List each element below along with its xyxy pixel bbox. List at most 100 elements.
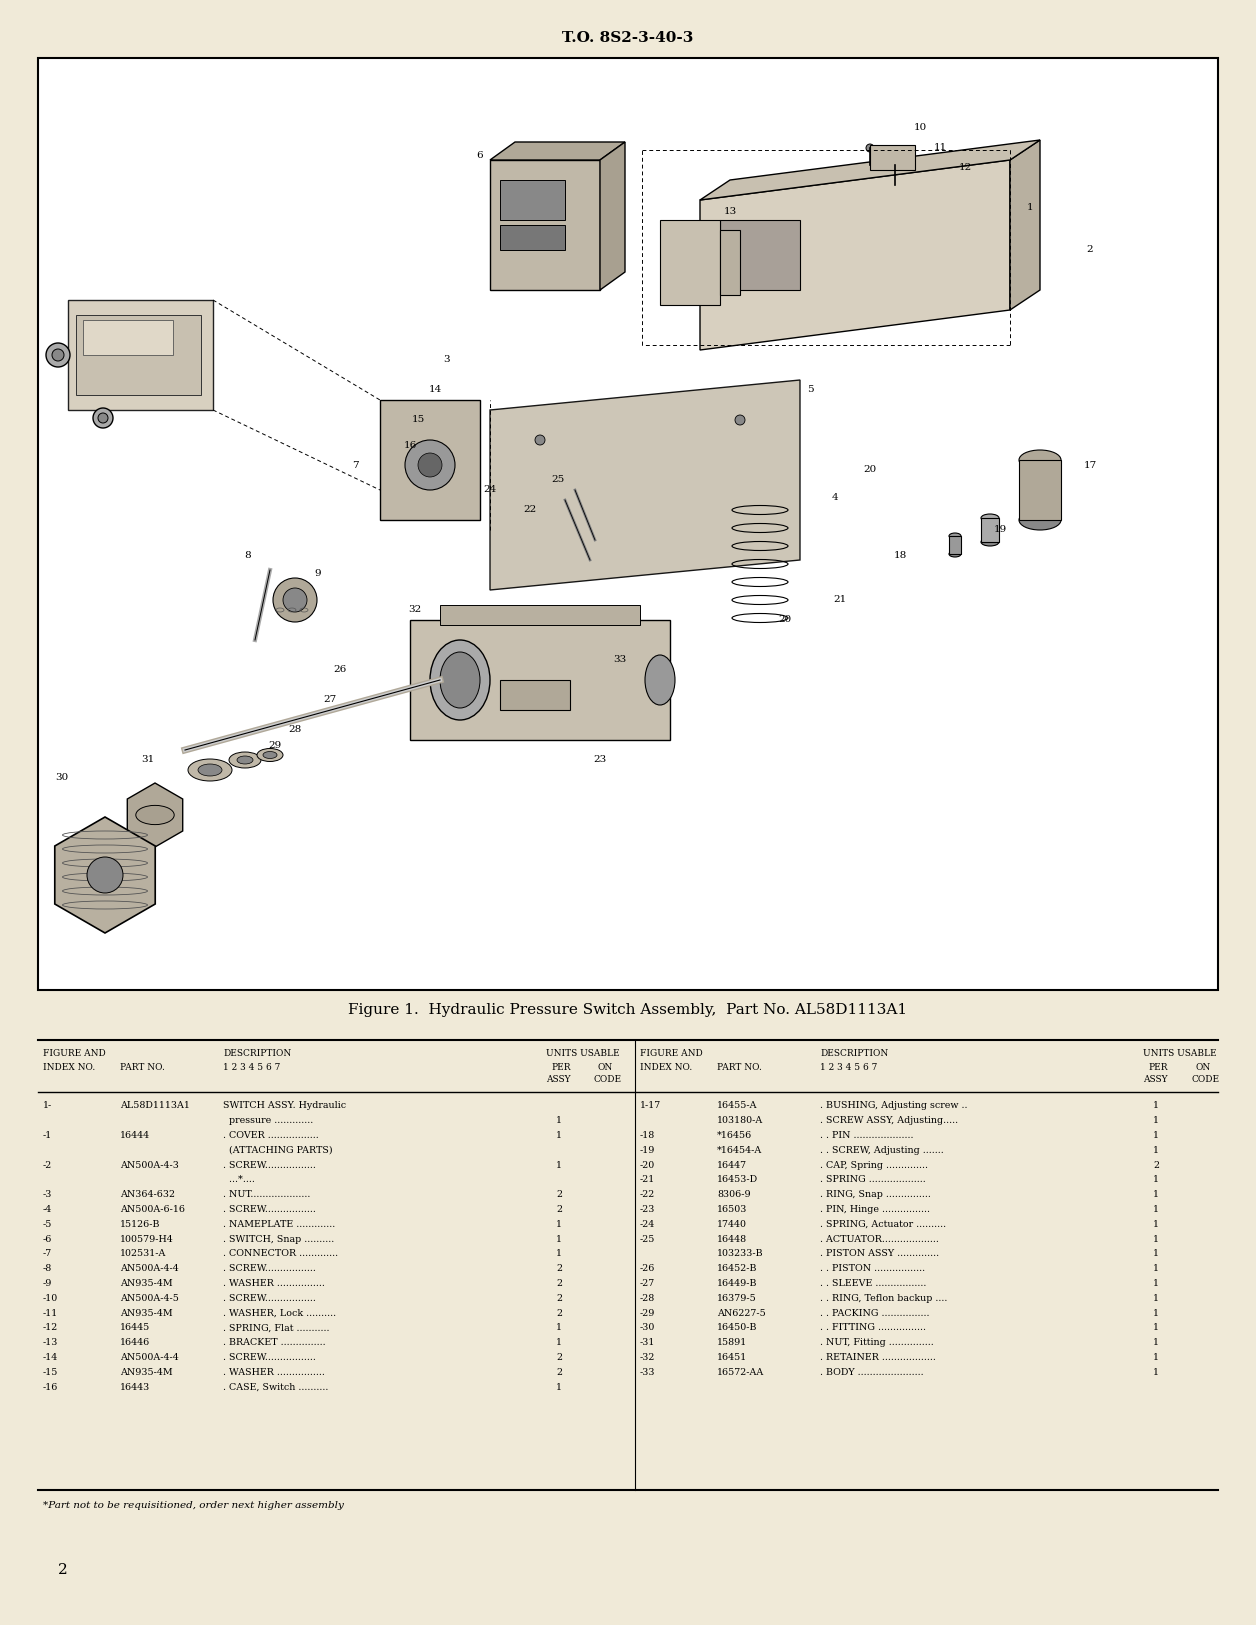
Ellipse shape <box>198 764 222 777</box>
Text: AN500A-4-3: AN500A-4-3 <box>121 1160 178 1170</box>
Text: AN500A-4-4: AN500A-4-4 <box>121 1264 178 1274</box>
Ellipse shape <box>257 749 283 762</box>
Text: . SPRING ...................: . SPRING ................... <box>820 1175 926 1185</box>
Text: . SCREW.................: . SCREW................. <box>224 1206 315 1214</box>
Bar <box>409 621 669 739</box>
Text: PER: PER <box>1148 1063 1168 1071</box>
Text: 1: 1 <box>556 1116 561 1124</box>
Text: -23: -23 <box>641 1206 656 1214</box>
Bar <box>981 518 999 543</box>
Text: -5: -5 <box>43 1220 53 1228</box>
Text: 16453-D: 16453-D <box>717 1175 759 1185</box>
Text: -30: -30 <box>641 1323 656 1332</box>
Text: 14: 14 <box>428 385 442 395</box>
Text: *16454-A: *16454-A <box>717 1146 762 1155</box>
Text: 16449-B: 16449-B <box>717 1279 757 1289</box>
Text: 16379-5: 16379-5 <box>717 1294 757 1303</box>
Bar <box>500 180 565 219</box>
Text: 16572-AA: 16572-AA <box>717 1368 764 1376</box>
Text: 24: 24 <box>484 486 496 494</box>
Text: 25: 25 <box>551 476 565 484</box>
Text: 21: 21 <box>834 595 847 604</box>
Text: 15891: 15891 <box>717 1339 747 1347</box>
Text: 1: 1 <box>1153 1235 1159 1243</box>
Circle shape <box>891 161 899 169</box>
Text: -2: -2 <box>43 1160 53 1170</box>
Bar <box>77 315 201 395</box>
Text: . PISTON ASSY ..............: . PISTON ASSY .............. <box>820 1250 939 1258</box>
Text: . ACTUATOR...................: . ACTUATOR................... <box>820 1235 939 1243</box>
Circle shape <box>87 856 123 894</box>
Text: 2: 2 <box>1086 245 1093 255</box>
Text: 1-: 1- <box>43 1102 53 1110</box>
Text: 1: 1 <box>1153 1220 1159 1228</box>
Bar <box>720 231 740 296</box>
Bar <box>500 224 565 250</box>
Text: -11: -11 <box>43 1308 58 1318</box>
Text: AN500A-6-16: AN500A-6-16 <box>121 1206 185 1214</box>
Ellipse shape <box>950 551 961 557</box>
Text: 1 2 3 4 5 6 7: 1 2 3 4 5 6 7 <box>820 1063 878 1071</box>
Circle shape <box>283 588 306 613</box>
Text: 1: 1 <box>1153 1146 1159 1155</box>
Text: ON: ON <box>1194 1063 1211 1071</box>
Text: -26: -26 <box>641 1264 656 1274</box>
Text: 1: 1 <box>1153 1190 1159 1199</box>
Polygon shape <box>55 817 156 933</box>
Ellipse shape <box>440 652 480 708</box>
Text: 2: 2 <box>556 1294 561 1303</box>
Ellipse shape <box>981 538 999 546</box>
Text: . SWITCH, Snap ..........: . SWITCH, Snap .......... <box>224 1235 334 1243</box>
Text: . SCREW.................: . SCREW................. <box>224 1160 315 1170</box>
Text: FIGURE AND: FIGURE AND <box>641 1048 703 1058</box>
Text: . SCREW ASSY, Adjusting.....: . SCREW ASSY, Adjusting..... <box>820 1116 958 1124</box>
Text: . NUT, Fitting ...............: . NUT, Fitting ............... <box>820 1339 933 1347</box>
Text: 16445: 16445 <box>121 1323 151 1332</box>
Text: PER: PER <box>551 1063 570 1071</box>
Text: -20: -20 <box>641 1160 656 1170</box>
Text: ...*....: ...*.... <box>224 1175 255 1185</box>
Text: -24: -24 <box>641 1220 656 1228</box>
Text: pressure .............: pressure ............. <box>224 1116 313 1124</box>
Text: CODE: CODE <box>1191 1076 1220 1084</box>
Text: . . PISTON .................: . . PISTON ................. <box>820 1264 926 1274</box>
Text: 1: 1 <box>1153 1339 1159 1347</box>
Circle shape <box>735 414 745 426</box>
Text: 5: 5 <box>806 385 814 395</box>
Text: ASSY: ASSY <box>1143 1076 1168 1084</box>
Bar <box>950 536 961 554</box>
Circle shape <box>46 343 70 367</box>
Text: . NUT....................: . NUT.................... <box>224 1190 310 1199</box>
Text: . SPRING, Actuator ..........: . SPRING, Actuator .......... <box>820 1220 946 1228</box>
Text: AN935-4M: AN935-4M <box>121 1368 172 1376</box>
Text: -29: -29 <box>641 1308 656 1318</box>
Text: PART NO.: PART NO. <box>717 1063 762 1071</box>
Text: . PIN, Hinge ................: . PIN, Hinge ................ <box>820 1206 929 1214</box>
Text: ON: ON <box>598 1063 613 1071</box>
Bar <box>720 219 800 289</box>
Text: 1: 1 <box>556 1131 561 1141</box>
Text: 3: 3 <box>443 356 451 364</box>
Text: -15: -15 <box>43 1368 58 1376</box>
Text: 1: 1 <box>1153 1102 1159 1110</box>
Text: 1: 1 <box>1153 1279 1159 1289</box>
Text: . RING, Snap ...............: . RING, Snap ............... <box>820 1190 931 1199</box>
Text: 1: 1 <box>1153 1116 1159 1124</box>
Text: 15: 15 <box>412 416 425 424</box>
Text: 1: 1 <box>1153 1323 1159 1332</box>
Text: -33: -33 <box>641 1368 656 1376</box>
Text: . CONNECTOR .............: . CONNECTOR ............. <box>224 1250 338 1258</box>
Text: 28: 28 <box>289 725 301 734</box>
Text: 16443: 16443 <box>121 1383 151 1391</box>
Ellipse shape <box>229 752 261 769</box>
Text: INDEX NO.: INDEX NO. <box>43 1063 95 1071</box>
Ellipse shape <box>950 533 961 540</box>
Text: -6: -6 <box>43 1235 53 1243</box>
Text: 33: 33 <box>613 655 627 665</box>
Text: 4: 4 <box>831 494 838 502</box>
Bar <box>440 604 641 626</box>
Text: . CASE, Switch ..........: . CASE, Switch .......... <box>224 1383 328 1391</box>
Text: -7: -7 <box>43 1250 53 1258</box>
Text: 16503: 16503 <box>717 1206 747 1214</box>
Text: DESCRIPTION: DESCRIPTION <box>224 1048 291 1058</box>
